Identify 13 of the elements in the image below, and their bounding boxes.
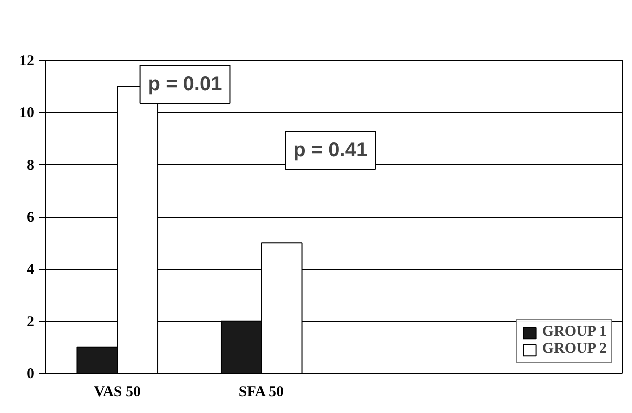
annotation: p = 0.01: [148, 74, 222, 96]
y-tick-label: 2: [27, 314, 34, 330]
y-tick-label: 12: [20, 54, 34, 70]
legend-label: GROUP 2: [542, 341, 607, 358]
x-tick-label: SFA 50: [238, 384, 284, 400]
annotation: p = 0.41: [294, 140, 368, 162]
y-tick-label: 8: [27, 158, 34, 174]
legend-label: GROUP 1: [542, 324, 607, 341]
y-tick-label: 10: [20, 106, 34, 122]
x-tick-label: VAS 50: [94, 384, 142, 400]
y-tick-label: 6: [27, 210, 35, 226]
y-tick-label: 0: [27, 366, 34, 382]
y-tick-label: 4: [27, 262, 35, 278]
